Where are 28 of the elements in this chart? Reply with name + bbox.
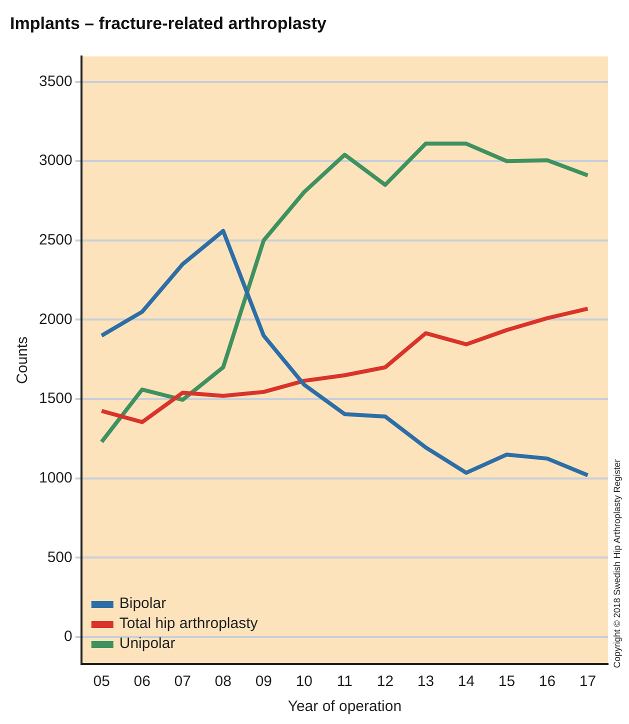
x-tick-label: 05 [93,673,110,690]
x-tick-label: 11 [336,673,352,690]
y-tick-label: 2000 [38,310,72,328]
x-tick-label: 06 [134,673,150,690]
x-tick-label: 12 [376,673,394,690]
legend-label: Bipolar [119,595,166,612]
legend-label: Total hip arthroplasty [119,615,258,632]
x-axis-title: Year of operation [288,698,402,716]
x-tick-label: 16 [538,673,556,690]
x-tick-label: 07 [174,673,191,690]
y-tick-label: 1500 [38,390,72,408]
y-tick-label: 500 [47,548,72,566]
text: Copyright © 2018 Swedish Hip Arthroplasty Register [612,459,622,668]
y-axis-title: Counts [14,336,32,384]
x-tick-label: 14 [458,673,475,690]
x-tick-label: 09 [255,673,272,690]
y-tick-label: 2500 [38,232,72,249]
y-tick-label: 3000 [38,152,72,170]
chart-title: Implants – fracture-related arthroplasty [10,14,328,33]
x-tick-label: 17 [579,673,596,690]
x-tick-label: 13 [417,673,434,690]
x-tick-label: 10 [296,673,313,690]
legend-label: Unipolar [119,635,176,652]
y-tick-label: 0 [64,628,72,646]
x-tick-label: 15 [498,673,516,690]
x-tick-label: 08 [214,673,232,690]
y-tick-label: 3500 [38,72,72,90]
y-tick-label: 1000 [38,470,72,487]
